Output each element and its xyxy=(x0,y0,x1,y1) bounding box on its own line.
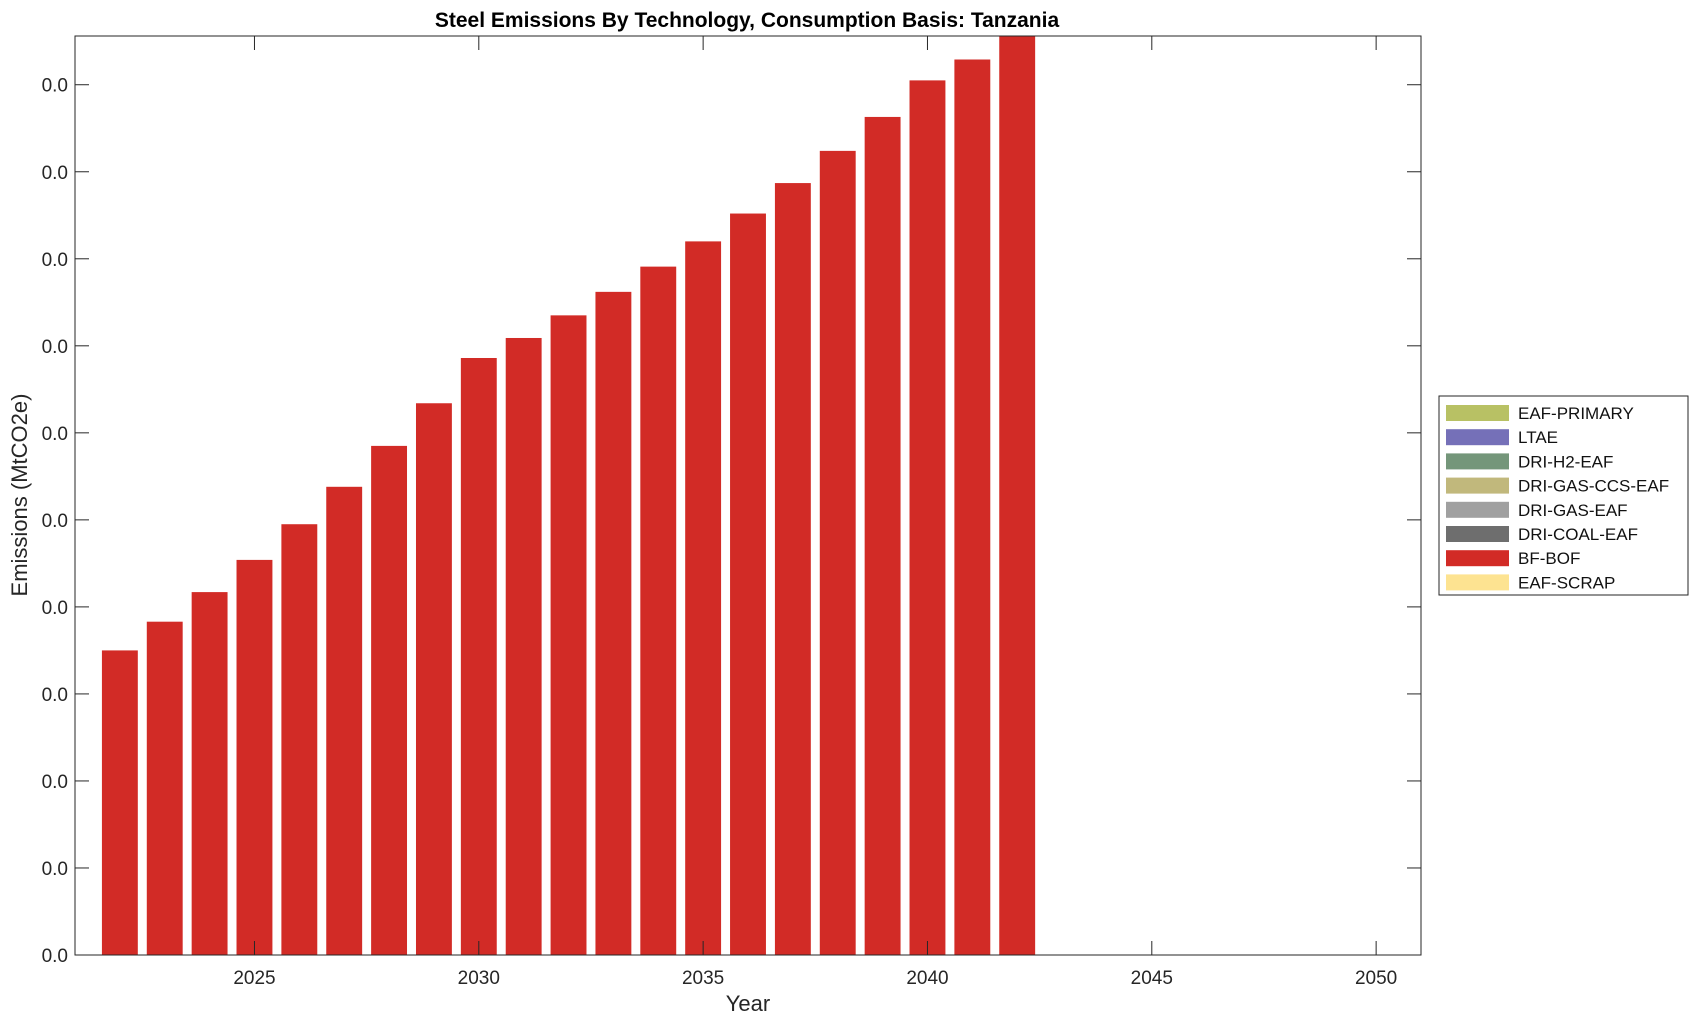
legend-label-dri-gas-ccs-eaf: DRI-GAS-CCS-EAF xyxy=(1518,477,1669,496)
legend-label-dri-gas-eaf: DRI-GAS-EAF xyxy=(1518,501,1628,520)
x-tick-label: 2035 xyxy=(682,968,724,989)
bar-bf-bof-2029 xyxy=(415,403,452,955)
bar-bf-bof-2036 xyxy=(730,213,766,956)
legend-label-eaf-scrap: EAF-SCRAP xyxy=(1518,573,1615,592)
x-axis-label: Year xyxy=(726,991,770,1016)
legend-swatch-eaf-primary xyxy=(1446,405,1509,421)
legend-swatch-dri-gas-eaf xyxy=(1446,501,1509,518)
bar-series-group xyxy=(101,36,1036,956)
y-tick-label: 0.0 xyxy=(42,511,68,532)
bar-bf-bof-2039 xyxy=(864,116,901,955)
y-tick-label: 0.0 xyxy=(42,946,68,967)
legend-label-dri-coal-eaf: DRI-COAL-EAF xyxy=(1518,525,1638,544)
legend-swatch-bf-bof xyxy=(1446,550,1509,567)
legend-label-eaf-primary: EAF-PRIMARY xyxy=(1518,404,1634,423)
bar-bf-bof-2024 xyxy=(191,592,228,955)
y-tick-label: 0.0 xyxy=(42,163,68,184)
y-tick-label: 0.0 xyxy=(42,598,68,619)
bar-bf-bof-2027 xyxy=(326,486,363,955)
bar-bf-bof-2031 xyxy=(505,337,542,955)
legend-swatch-eaf-scrap xyxy=(1446,574,1509,591)
x-tick-label: 2050 xyxy=(1355,968,1397,989)
bar-bf-bof-2028 xyxy=(371,445,408,955)
legend-label-dri-h2-eaf: DRI-H2-EAF xyxy=(1518,452,1613,471)
bar-bf-bof-2032 xyxy=(550,315,587,955)
legend-swatch-dri-h2-eaf xyxy=(1446,453,1509,470)
x-tick-label: 2040 xyxy=(906,968,948,989)
legend: EAF-PRIMARY LTAE DRI-H2-EAF DRI-GAS-CCS-EAF… xyxy=(1438,395,1689,596)
legend-swatch-ltae xyxy=(1446,429,1509,446)
bar-bf-bof-2042 xyxy=(999,36,1036,955)
y-tick-label: 0.0 xyxy=(42,859,68,880)
y-tick-label: 0.0 xyxy=(42,424,68,445)
y-axis-label: Emissions (MtCO2e) xyxy=(7,394,32,597)
bar-bf-bof-2033 xyxy=(595,291,632,956)
y-tick-label: 0.0 xyxy=(42,685,68,706)
bar-bf-bof-2041 xyxy=(954,59,991,956)
bar-bf-bof-2030 xyxy=(460,357,497,955)
y-tick-label: 0.0 xyxy=(42,250,68,271)
y-axis: 0.0 0.0 0.0 0.0 0.0 0.0 0.0 0.0 0.0 0.0 0.0 xyxy=(42,76,1421,967)
bar-bf-bof-2040 xyxy=(909,80,946,955)
legend-label-bf-bof: BF-BOF xyxy=(1518,549,1580,568)
bar-bf-bof-2022 xyxy=(101,650,138,955)
legend-swatch-dri-gas-ccs-eaf xyxy=(1446,477,1509,494)
y-tick-label: 0.0 xyxy=(42,337,68,358)
bar-bf-bof-2023 xyxy=(146,621,183,955)
bar-bf-bof-2038 xyxy=(819,150,856,955)
bar-bf-bof-2034 xyxy=(640,266,677,956)
x-tick-label: 2030 xyxy=(458,968,500,989)
bar-bf-bof-2035 xyxy=(685,241,722,955)
y-tick-label: 0.0 xyxy=(42,772,68,793)
legend-swatch-dri-coal-eaf xyxy=(1446,526,1509,542)
x-tick-label: 2025 xyxy=(233,968,275,989)
x-tick-label: 2045 xyxy=(1131,968,1173,989)
bar-bf-bof-2025 xyxy=(236,559,273,955)
y-tick-label: 0.0 xyxy=(42,76,68,97)
bar-bf-bof-2037 xyxy=(774,183,811,955)
legend-items: EAF-PRIMARY LTAE DRI-H2-EAF DRI-GAS-CCS-EAF… xyxy=(1446,404,1669,592)
x-axis: 2025 2030 2035 2040 2045 2050 xyxy=(233,36,1397,989)
chart-title: Steel Emissions By Technology, Consumpti… xyxy=(435,9,1060,32)
plot-area-border xyxy=(74,35,1422,956)
legend-label-ltae: LTAE xyxy=(1518,428,1558,447)
bar-bf-bof-2026 xyxy=(281,524,318,955)
